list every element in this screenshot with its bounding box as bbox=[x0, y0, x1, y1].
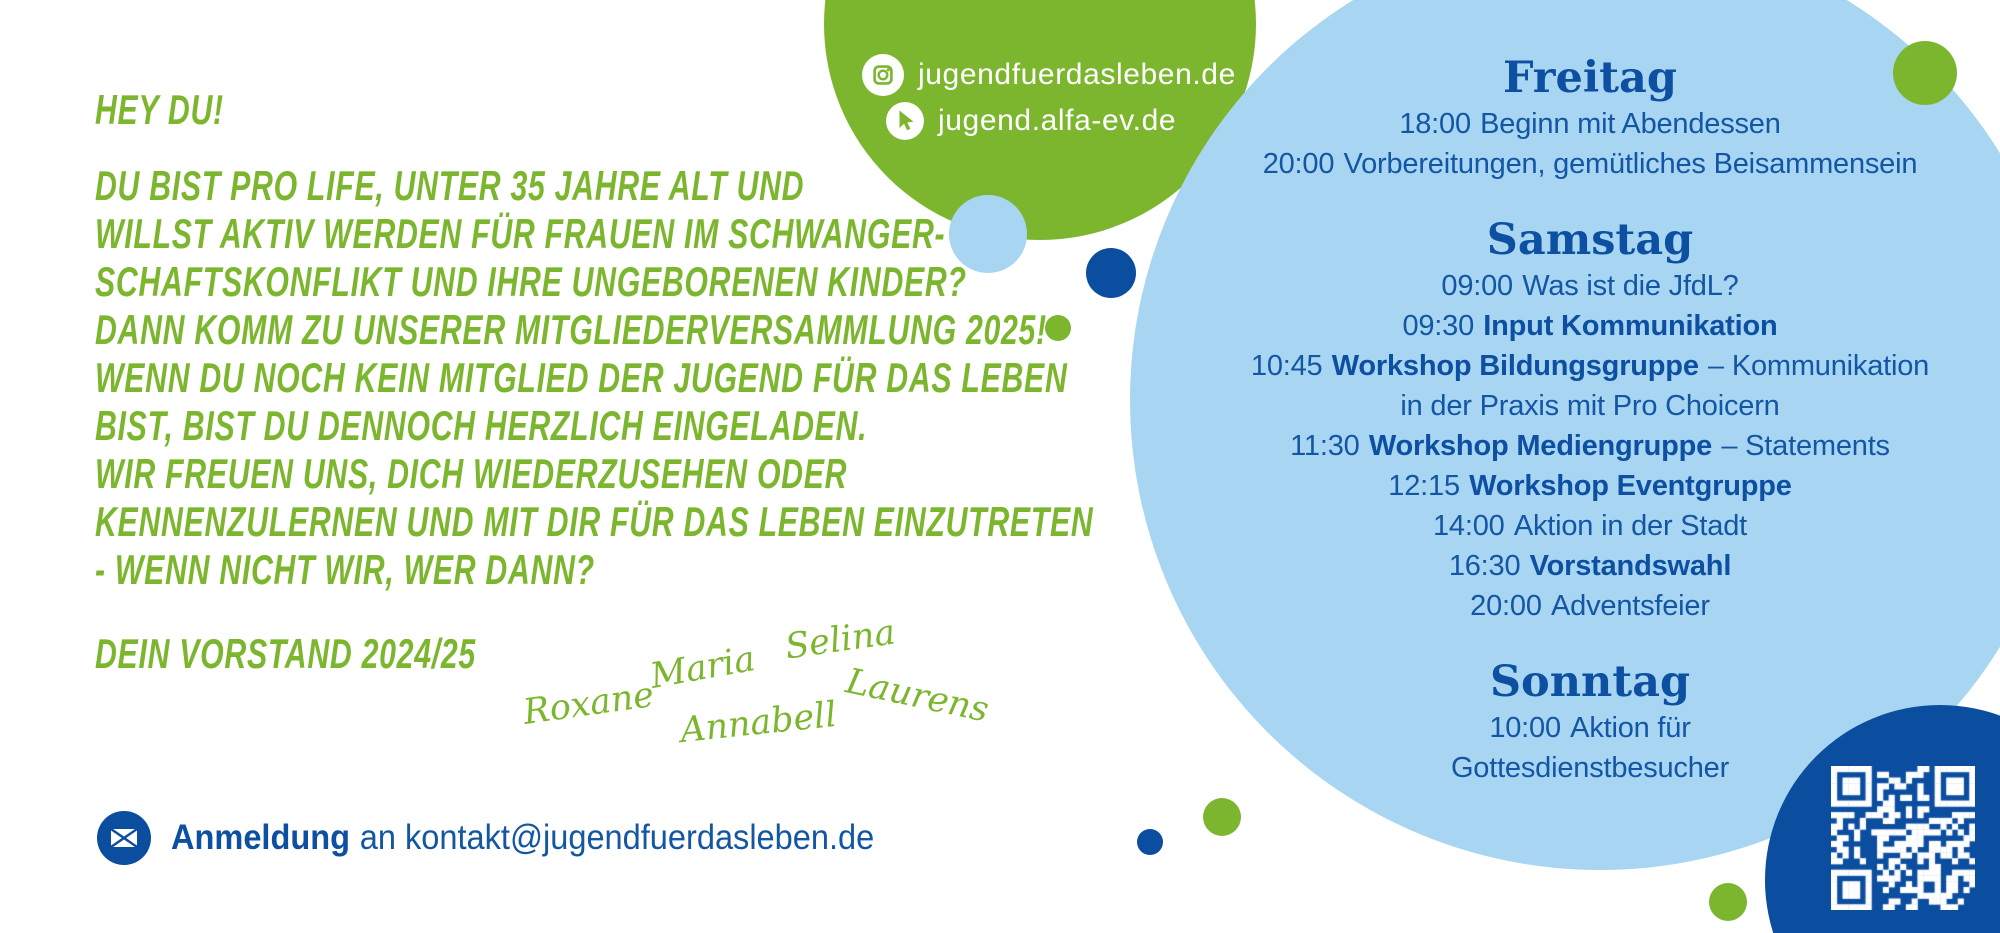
intro-line: SCHAFTSKONFLIKT UND IHRE UNGEBORENEN KIN… bbox=[95, 258, 967, 305]
intro-text: HEY DU! DU BIST PRO LIFE, UNTER 35 JAHRE… bbox=[95, 86, 1094, 678]
schedule-item: 14:00 Aktion in der Stadt bbox=[1432, 510, 1747, 542]
envelope-icon bbox=[97, 811, 151, 865]
day-heading-sonntag: Sonntag bbox=[1489, 657, 1691, 707]
decor-dot-green-bottomright bbox=[1709, 883, 1747, 921]
signature-annabell: Annabell bbox=[678, 694, 839, 752]
schedule-item: 18:00 Beginn mit Abendessen bbox=[1399, 108, 1781, 140]
instagram-handle: jugendfuerdasleben.de bbox=[918, 58, 1236, 91]
schedule-item: 10:00 Aktion für bbox=[1489, 712, 1691, 744]
signature-roxane: Roxane bbox=[520, 675, 657, 733]
decor-dot-green-bottom bbox=[1203, 798, 1241, 836]
intro-paragraph: DU BIST PRO LIFE, UNTER 35 JAHRE ALT UND… bbox=[95, 162, 1094, 594]
schedule-item: 11:30 Workshop Mediengruppe – Statements bbox=[1290, 430, 1890, 462]
schedule-item-continuation: in der Praxis mit Pro Choicern bbox=[1400, 390, 1780, 422]
schedule-item: 12:15 Workshop Eventgruppe bbox=[1388, 470, 1792, 502]
schedule-item: 16:30 Vorstandswahl bbox=[1448, 550, 1732, 582]
intro-line: - WENN NICHT WIR, WER DANN? bbox=[95, 546, 595, 593]
instagram-icon bbox=[862, 54, 904, 96]
website-url: jugend.alfa-ev.de bbox=[938, 104, 1177, 137]
registration-text: Anmeldung an kontakt@jugendfuerdasleben.d… bbox=[171, 818, 874, 858]
instagram-link[interactable]: jugendfuerdasleben.de bbox=[862, 54, 1236, 96]
website-link[interactable]: jugend.alfa-ev.de bbox=[886, 102, 1176, 140]
schedule-circle bbox=[1130, 0, 2000, 870]
day-heading-samstag: Samstag bbox=[1486, 215, 1694, 265]
schedule-item: 10:45 Workshop Bildungsgruppe – Kommunikat… bbox=[1250, 350, 1930, 382]
intro-line: WENN DU NOCH KEIN MITGLIED DER JUGEND FÜ… bbox=[95, 354, 1068, 401]
intro-line: KENNENZULERNEN UND MIT DIR FÜR DAS LEBEN… bbox=[95, 498, 1094, 545]
schedule-item-continuation: Gottesdienstbesucher bbox=[1450, 752, 1730, 784]
registration-row[interactable]: Anmeldung an kontakt@jugendfuerdasleben.d… bbox=[97, 811, 927, 865]
cursor-icon bbox=[886, 102, 924, 140]
schedule-item: 20:00 Adventsfeier bbox=[1470, 590, 1710, 622]
decor-dot-lightblue bbox=[949, 195, 1027, 273]
day-heading-freitag: Freitag bbox=[1503, 53, 1677, 103]
intro-line: BIST, BIST DU DENNOCH HERZLICH EINGELADE… bbox=[95, 402, 868, 449]
schedule-item: 09:00 Was ist die JfdL? bbox=[1441, 270, 1739, 302]
schedule-item: 20:00 Vorbereitungen, gemütliches Beisamm… bbox=[1262, 148, 1918, 180]
registration-email: an kontakt@jugendfuerdasleben.de bbox=[359, 818, 875, 857]
signoff: DEIN VORSTAND 2024/25 bbox=[95, 630, 476, 677]
greeting: HEY DU! bbox=[95, 86, 224, 133]
decor-dot-green-topright bbox=[1893, 41, 1957, 105]
decor-dot-darkblue bbox=[1086, 248, 1136, 298]
qr-code bbox=[1831, 766, 1975, 910]
intro-line: WIR FREUEN UNS, DICH WIEDERZUSEHEN ODER bbox=[95, 450, 848, 497]
schedule-item: 09:30 Input Kommunikation bbox=[1402, 310, 1778, 342]
schedule: Freitag 18:00 Beginn mit Abendessen 20:00… bbox=[1210, 52, 1970, 788]
intro-line: DU BIST PRO LIFE, UNTER 35 JAHRE ALT UND bbox=[95, 162, 805, 209]
intro-line: DANN KOMM ZU UNSERER MITGLIEDERVERSAMMLU… bbox=[95, 306, 1047, 353]
registration-label: Anmeldung bbox=[171, 818, 351, 857]
decor-dot-green bbox=[1045, 315, 1071, 341]
decor-dot-darkblue-bottom bbox=[1137, 829, 1163, 855]
intro-line: WILLST AKTIV WERDEN FÜR FRAUEN IM SCHWAN… bbox=[95, 210, 946, 257]
